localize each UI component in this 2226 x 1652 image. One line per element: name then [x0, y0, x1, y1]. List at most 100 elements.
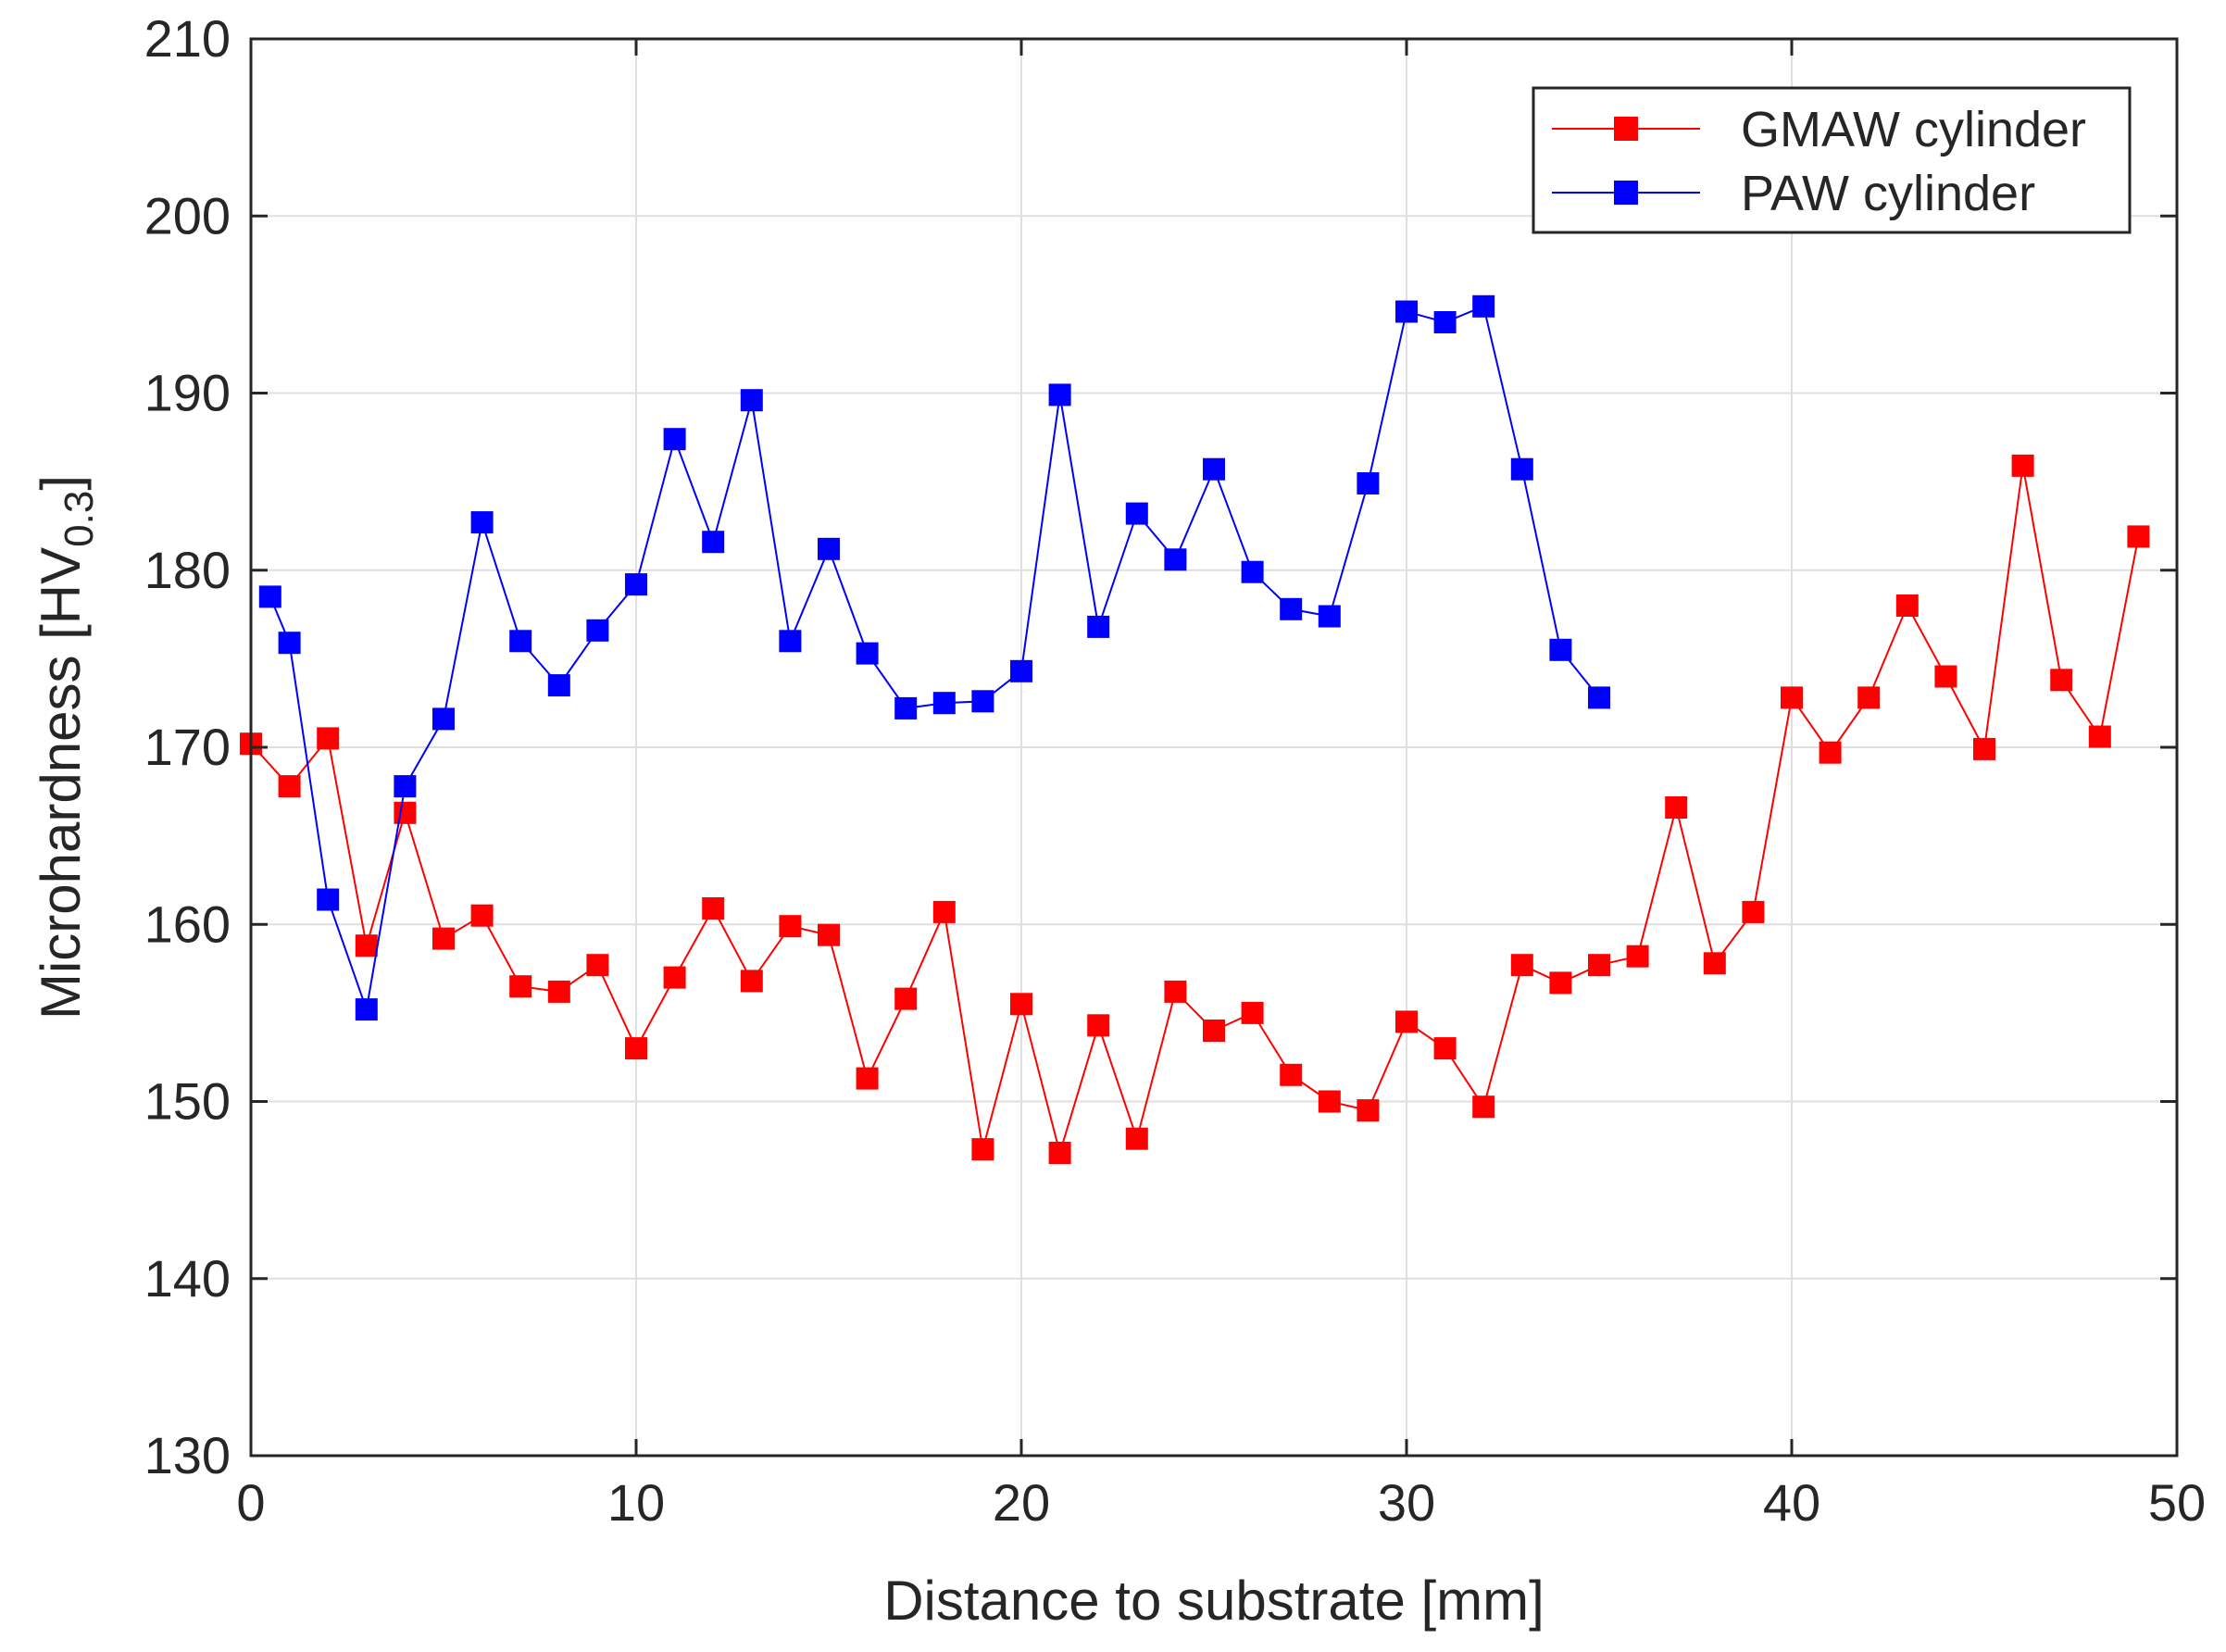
series-line-paw — [269, 305, 1600, 1014]
data-point-gmaw — [1472, 1095, 1495, 1119]
data-point-paw — [1203, 457, 1225, 481]
data-point-gmaw — [625, 1037, 647, 1060]
axis-ticks: 0 10 20 30 40 50 130 140 150 160 170 180 190 200 210 — [144, 9, 2207, 1532]
data-point-gmaw — [1433, 1037, 1457, 1060]
data-point-paw — [1010, 659, 1032, 682]
y-tick-label: 190 — [144, 364, 231, 422]
data-point-gmaw — [1357, 1099, 1380, 1122]
data-point-paw — [1087, 615, 1110, 638]
data-point-paw — [818, 537, 840, 560]
x-tick-label: 40 — [1763, 1473, 1820, 1532]
data-point-gmaw — [1510, 954, 1533, 977]
data-point-paw — [1395, 300, 1418, 323]
data-point-gmaw — [894, 987, 918, 1010]
data-point-paw — [1318, 605, 1341, 628]
data-point-gmaw — [2088, 725, 2111, 748]
data-point-gmaw — [932, 900, 956, 923]
data-point-gmaw — [1857, 686, 1881, 709]
data-point-gmaw — [740, 970, 763, 993]
legend-label-paw: PAW cylinder — [1741, 166, 2035, 221]
x-axis-label: Distance to substrate [mm] — [883, 1570, 1544, 1632]
data-point-paw — [1048, 383, 1071, 407]
data-point-paw — [625, 573, 647, 596]
data-point-gmaw — [1588, 954, 1610, 977]
data-point-gmaw — [317, 727, 340, 750]
data-point-gmaw — [355, 934, 378, 957]
data-point-paw — [971, 690, 994, 713]
x-tick-label: 10 — [607, 1473, 665, 1532]
data-point-gmaw — [1665, 796, 1688, 819]
data-point-paw — [317, 888, 340, 911]
data-point-gmaw — [1318, 1090, 1341, 1113]
data-point-paw — [1357, 472, 1380, 494]
data-point-gmaw — [2011, 454, 2034, 477]
data-point-gmaw — [1164, 980, 1187, 1003]
data-point-paw — [509, 630, 532, 653]
y-axis-label-subscript: 0.3 — [56, 491, 102, 547]
data-point-paw — [586, 619, 609, 642]
legend-box — [1532, 86, 2132, 234]
data-point-paw — [278, 632, 301, 655]
data-point-gmaw — [856, 1067, 879, 1090]
y-tick-label: 130 — [144, 1426, 231, 1484]
data-point-paw — [547, 674, 570, 697]
data-point-paw — [1125, 502, 1148, 525]
data-point-gmaw — [432, 927, 455, 950]
y-tick-label: 210 — [144, 9, 231, 68]
y-axis-label: Microhardness [HV0.3] — [30, 475, 102, 1020]
data-point-paw — [932, 692, 956, 715]
legend: GMAW cylinder PAW cylinder — [1532, 86, 2132, 234]
data-point-paw — [779, 630, 802, 653]
data-point-paw — [1588, 686, 1610, 709]
series-gmaw — [240, 454, 2150, 1164]
data-point-gmaw — [702, 897, 725, 920]
data-point-gmaw — [1973, 737, 1995, 760]
series-paw — [258, 294, 1610, 1021]
y-tick-label: 170 — [144, 718, 231, 776]
data-point-paw — [1433, 311, 1457, 333]
data-point-gmaw — [818, 923, 840, 946]
data-point-paw — [432, 707, 455, 731]
data-point-gmaw — [1934, 665, 1957, 688]
data-point-paw — [1280, 597, 1303, 620]
data-point-gmaw — [1703, 952, 1726, 975]
data-point-gmaw — [1395, 1010, 1418, 1033]
data-point-gmaw — [1010, 993, 1032, 1016]
data-point-paw — [394, 775, 417, 798]
legend-marker-paw — [1614, 181, 1638, 205]
data-point-gmaw — [971, 1138, 994, 1161]
x-tick-label: 50 — [2148, 1473, 2206, 1532]
data-point-gmaw — [394, 801, 417, 824]
y-tick-label: 200 — [144, 186, 231, 244]
data-point-paw — [258, 585, 281, 608]
y-tick-label: 160 — [144, 895, 231, 953]
data-point-gmaw — [586, 954, 609, 977]
data-point-paw — [1164, 548, 1187, 571]
data-point-gmaw — [1203, 1020, 1225, 1042]
data-point-gmaw — [2127, 525, 2150, 548]
x-tick-label: 0 — [236, 1473, 265, 1532]
x-tick-label: 20 — [993, 1473, 1050, 1532]
data-point-paw — [894, 696, 918, 720]
data-point-gmaw — [509, 975, 532, 998]
data-point-paw — [702, 531, 725, 554]
data-point-gmaw — [1549, 971, 1572, 995]
data-point-gmaw — [1280, 1063, 1303, 1086]
data-point-gmaw — [1742, 900, 1765, 923]
data-point-gmaw — [663, 966, 686, 989]
data-point-gmaw — [1125, 1127, 1148, 1150]
data-point-paw — [355, 998, 378, 1021]
data-point-paw — [470, 511, 494, 534]
x-tick-label: 30 — [1378, 1473, 1435, 1532]
data-point-paw — [1549, 638, 1572, 661]
data-point-gmaw — [779, 915, 802, 938]
data-point-gmaw — [1048, 1142, 1071, 1164]
data-point-gmaw — [1781, 686, 1803, 709]
data-point-gmaw — [470, 904, 494, 927]
data-point-gmaw — [278, 775, 301, 798]
y-tick-label: 140 — [144, 1249, 231, 1308]
data-series — [240, 294, 2150, 1164]
y-axis-label-end: ] — [30, 475, 92, 491]
data-point-paw — [1241, 560, 1264, 583]
